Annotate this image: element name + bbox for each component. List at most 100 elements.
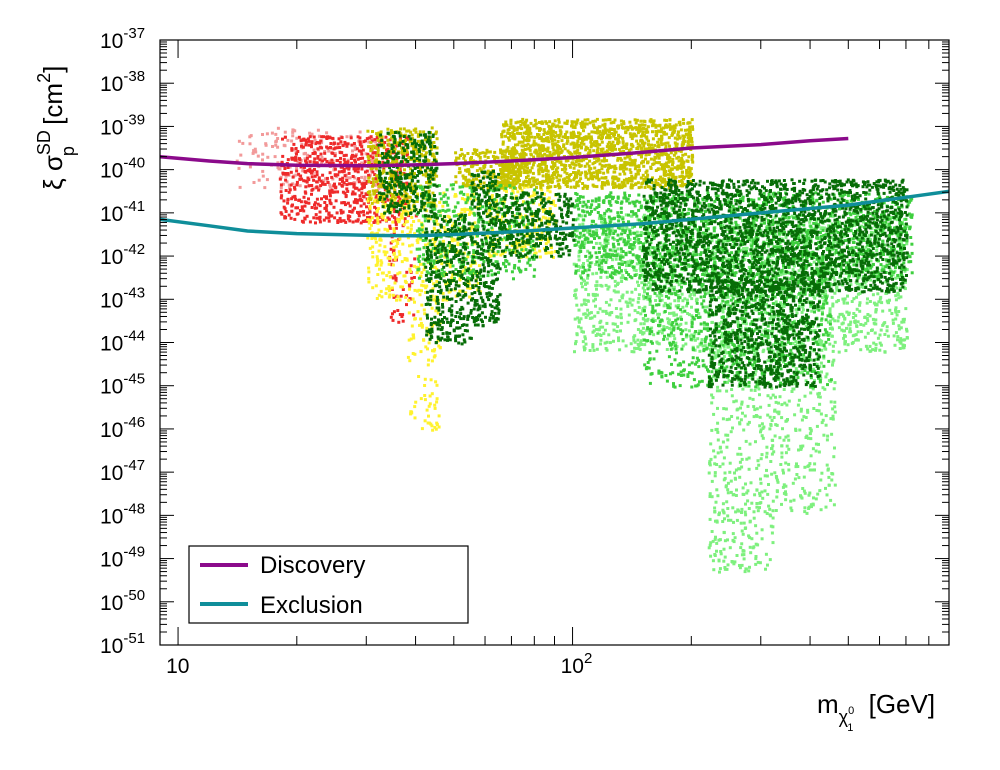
scatter-point xyxy=(632,268,636,272)
scatter-point xyxy=(809,328,813,332)
scatter-point xyxy=(614,290,618,294)
scatter-point xyxy=(866,265,870,269)
scatter-point xyxy=(661,285,665,289)
scatter-point xyxy=(288,165,292,169)
scatter-point xyxy=(575,332,579,336)
scatter-point xyxy=(830,295,834,299)
scatter-point xyxy=(374,151,378,155)
scatter-point xyxy=(663,179,667,183)
scatter-point xyxy=(343,174,347,178)
scatter-point xyxy=(672,263,676,267)
scatter-point xyxy=(522,180,526,184)
scatter-point xyxy=(594,328,598,331)
scatter-point xyxy=(866,297,869,301)
scatter-point xyxy=(654,125,658,129)
scatter-point xyxy=(406,210,410,214)
scatter-point xyxy=(633,163,637,167)
scatter-point xyxy=(673,166,677,170)
scatter-point xyxy=(287,190,291,194)
scatter-point xyxy=(565,185,569,188)
scatter-point xyxy=(678,120,682,124)
scatter-point xyxy=(493,150,497,154)
scatter-point xyxy=(536,230,539,234)
scatter-point xyxy=(681,118,685,122)
scatter-point xyxy=(410,144,414,148)
scatter-point xyxy=(403,279,407,283)
scatter-point xyxy=(371,189,375,193)
scatter-point xyxy=(370,181,374,184)
scatter-point xyxy=(682,165,686,169)
scatter-point xyxy=(619,119,623,123)
scatter-point xyxy=(299,174,303,178)
scatter-point xyxy=(556,140,560,143)
scatter-point xyxy=(294,206,298,210)
scatter-point xyxy=(442,225,446,229)
scatter-point xyxy=(308,154,312,158)
scatter-point xyxy=(620,123,624,127)
scatter-point xyxy=(520,144,524,148)
scatter-point xyxy=(350,161,354,165)
scatter-point xyxy=(408,297,412,301)
scatter-point xyxy=(601,181,604,184)
scatter-point xyxy=(643,141,647,145)
scatter-point xyxy=(458,278,462,282)
scatter-point xyxy=(370,147,374,151)
scatter-point xyxy=(618,157,622,161)
scatter-point xyxy=(768,317,772,321)
scatter-point xyxy=(308,167,312,171)
scatter-point xyxy=(622,149,626,153)
scatter-point xyxy=(574,163,578,167)
scatter-point xyxy=(418,237,422,241)
scatter-point xyxy=(858,303,862,307)
scatter-point xyxy=(303,165,306,169)
scatter-point xyxy=(298,209,302,212)
scatter-point xyxy=(374,214,378,218)
scatter-point xyxy=(432,155,436,159)
scatter-point xyxy=(358,194,362,198)
scatter-point xyxy=(655,340,659,344)
scatter-point xyxy=(754,231,758,235)
scatter-point xyxy=(614,137,617,140)
scatter-point xyxy=(780,237,784,241)
scatter-point xyxy=(374,140,378,144)
scatter-point xyxy=(310,145,313,149)
scatter-point xyxy=(413,182,417,186)
scatter-point xyxy=(434,204,438,208)
scatter-point xyxy=(843,297,847,301)
scatter-point xyxy=(584,342,588,346)
scatter-point xyxy=(433,425,437,429)
scatter-point xyxy=(636,142,640,146)
scatter-point xyxy=(447,290,451,294)
scatter-point xyxy=(337,170,341,174)
scatter-point xyxy=(457,249,460,253)
scatter-point xyxy=(686,144,690,148)
scatter-point xyxy=(499,168,503,171)
scatter-point xyxy=(333,216,337,220)
scatter-point xyxy=(463,207,467,211)
scatter-point xyxy=(583,122,587,126)
scatter-point xyxy=(429,422,433,426)
scatter-point xyxy=(376,183,380,187)
scatter-point xyxy=(399,132,403,136)
scatter-point xyxy=(460,208,464,212)
scatter-point xyxy=(600,137,603,141)
scatter-point xyxy=(541,154,544,158)
scatter-point xyxy=(405,181,409,185)
scatter-point xyxy=(730,294,734,298)
scatter-point xyxy=(565,141,569,145)
scatter-point xyxy=(522,156,526,159)
scatter-point xyxy=(512,173,516,176)
scatter-point xyxy=(368,197,372,200)
scatter-point xyxy=(560,149,564,153)
scatter-point xyxy=(281,137,284,141)
scatter-point xyxy=(545,179,549,183)
scatter-point xyxy=(300,207,304,211)
scatter-point xyxy=(639,176,643,180)
scatter-point xyxy=(644,153,648,157)
scatter-point xyxy=(679,128,683,132)
scatter-point xyxy=(527,133,531,137)
scatter-point xyxy=(654,223,658,227)
scatter-point xyxy=(323,182,327,186)
scatter-point xyxy=(615,184,619,188)
scatter-point xyxy=(577,131,580,135)
